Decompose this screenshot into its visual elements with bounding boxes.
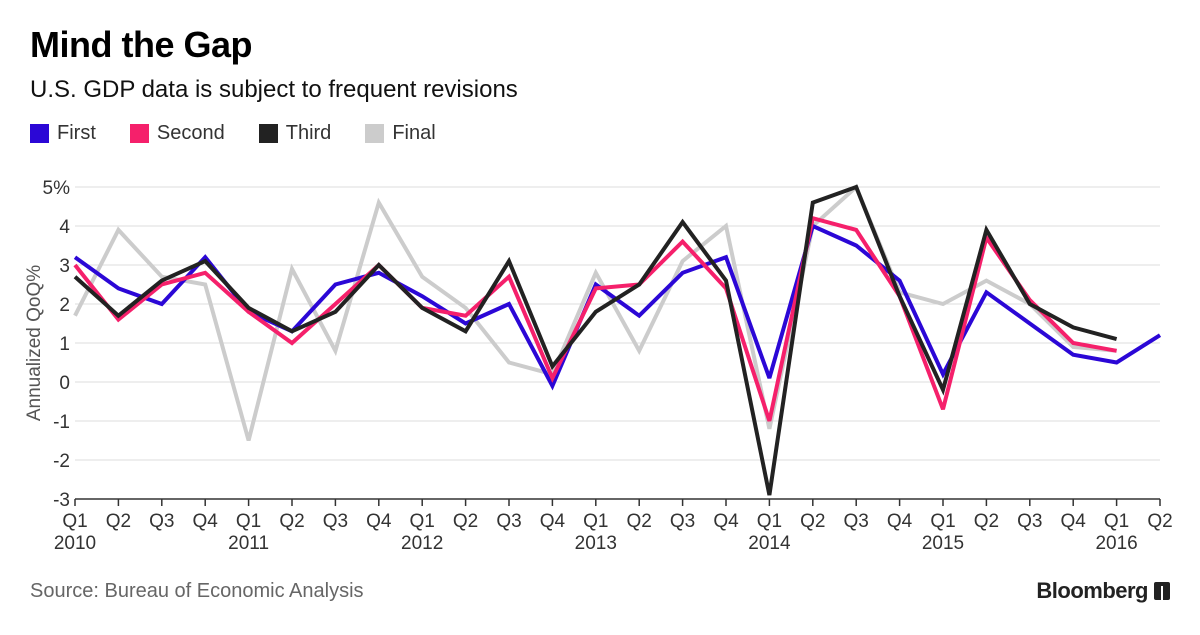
legend-swatch-first [30, 124, 49, 143]
legend-item-second: Second [129, 122, 225, 145]
x-tick-label: Q3 [149, 511, 174, 532]
y-axis-title: Annualized QoQ% [24, 265, 45, 421]
grid-lines [75, 186, 1160, 500]
x-year-label: 2016 [1095, 533, 1137, 554]
x-tick-label: Q4 [713, 511, 739, 532]
y-tick-label: 3 [59, 256, 70, 277]
x-year-label: 2013 [575, 533, 617, 554]
x-tick-label: Q4 [1061, 511, 1087, 532]
legend-swatch-second [129, 124, 149, 143]
x-tick-label: Q2 [279, 511, 304, 532]
x-tick-label: Q3 [496, 511, 521, 532]
y-tick-label: -2 [53, 451, 70, 472]
series-line-third [73, 184, 1118, 496]
x-tick-label: Q1 [410, 511, 435, 532]
x-tick-label: Q1 [757, 511, 782, 532]
source-note: Source: Bureau of Economic Analysis [30, 580, 364, 602]
y-tick-label: 1 [59, 334, 70, 355]
bloomberg-icon [1154, 582, 1170, 600]
series-line-second [73, 215, 1117, 422]
y-tick-label: 2 [59, 295, 70, 316]
x-year-label: 2010 [54, 533, 96, 554]
x-tick-label: Q2 [627, 511, 652, 532]
x-tick-label: Q2 [1147, 511, 1172, 532]
x-tick-label: Q1 [930, 511, 955, 532]
legend-label-first: First [57, 122, 96, 144]
x-axis: Q1 Q2 Q3 Q4 Q1 Q2 Q3 Q4 Q1 Q2 Q3 Q4 Q1 Q2 Q3 Q4 Q1 Q2 Q3 Q4… [54, 498, 1173, 554]
legend-label-second: Second [156, 122, 225, 144]
x-tick-label: Q2 [800, 511, 825, 532]
y-tick-label: 4 [59, 217, 70, 238]
x-tick-label: Q1 [62, 511, 87, 532]
x-tick-label: Q2 [106, 511, 131, 532]
chart-title: Mind the Gap [30, 24, 253, 65]
x-year-label: 2012 [401, 533, 443, 554]
x-tick-label: Q4 [366, 511, 392, 532]
x-tick-label: Q1 [236, 511, 261, 532]
y-tick-label: 0 [59, 373, 70, 394]
legend-swatch-final [365, 124, 385, 143]
x-tick-label: Q1 [583, 511, 608, 532]
chart-subtitle: U.S. GDP data is subject to frequent rev… [30, 76, 518, 103]
brand-name: Bloomberg [1036, 578, 1148, 603]
series-lines [73, 183, 1162, 496]
x-tick-label: Q4 [540, 511, 566, 532]
x-year-label: 2015 [922, 533, 964, 554]
legend-label-third: Third [285, 122, 332, 144]
legend-label-final: Final [392, 122, 436, 144]
x-tick-label: Q4 [193, 511, 219, 532]
bloomberg-logo: Bloomberg [1036, 578, 1170, 604]
legend: First Second Third Final [30, 122, 470, 145]
x-tick-label: Q2 [453, 511, 478, 532]
series-line-final [73, 183, 1117, 442]
legend-item-final: Final [365, 122, 436, 145]
y-tick-label: 5% [43, 178, 71, 199]
y-axis: -3 -2 -1 0 1 2 3 4 5% [43, 178, 71, 511]
y-tick-label: -1 [53, 412, 70, 433]
legend-swatch-third [258, 124, 278, 143]
x-tick-label: Q4 [887, 511, 913, 532]
x-year-label: 2011 [228, 533, 269, 554]
legend-item-third: Third [258, 122, 332, 145]
x-tick-label: Q3 [323, 511, 348, 532]
x-tick-label: Q1 [1104, 511, 1129, 532]
x-tick-label: Q2 [974, 511, 999, 532]
x-year-label: 2014 [748, 533, 791, 554]
x-tick-label: Q3 [670, 511, 695, 532]
x-tick-label: Q3 [844, 511, 869, 532]
y-tick-label: -3 [53, 490, 70, 511]
x-tick-label: Q3 [1017, 511, 1042, 532]
legend-item-first: First [30, 122, 96, 145]
